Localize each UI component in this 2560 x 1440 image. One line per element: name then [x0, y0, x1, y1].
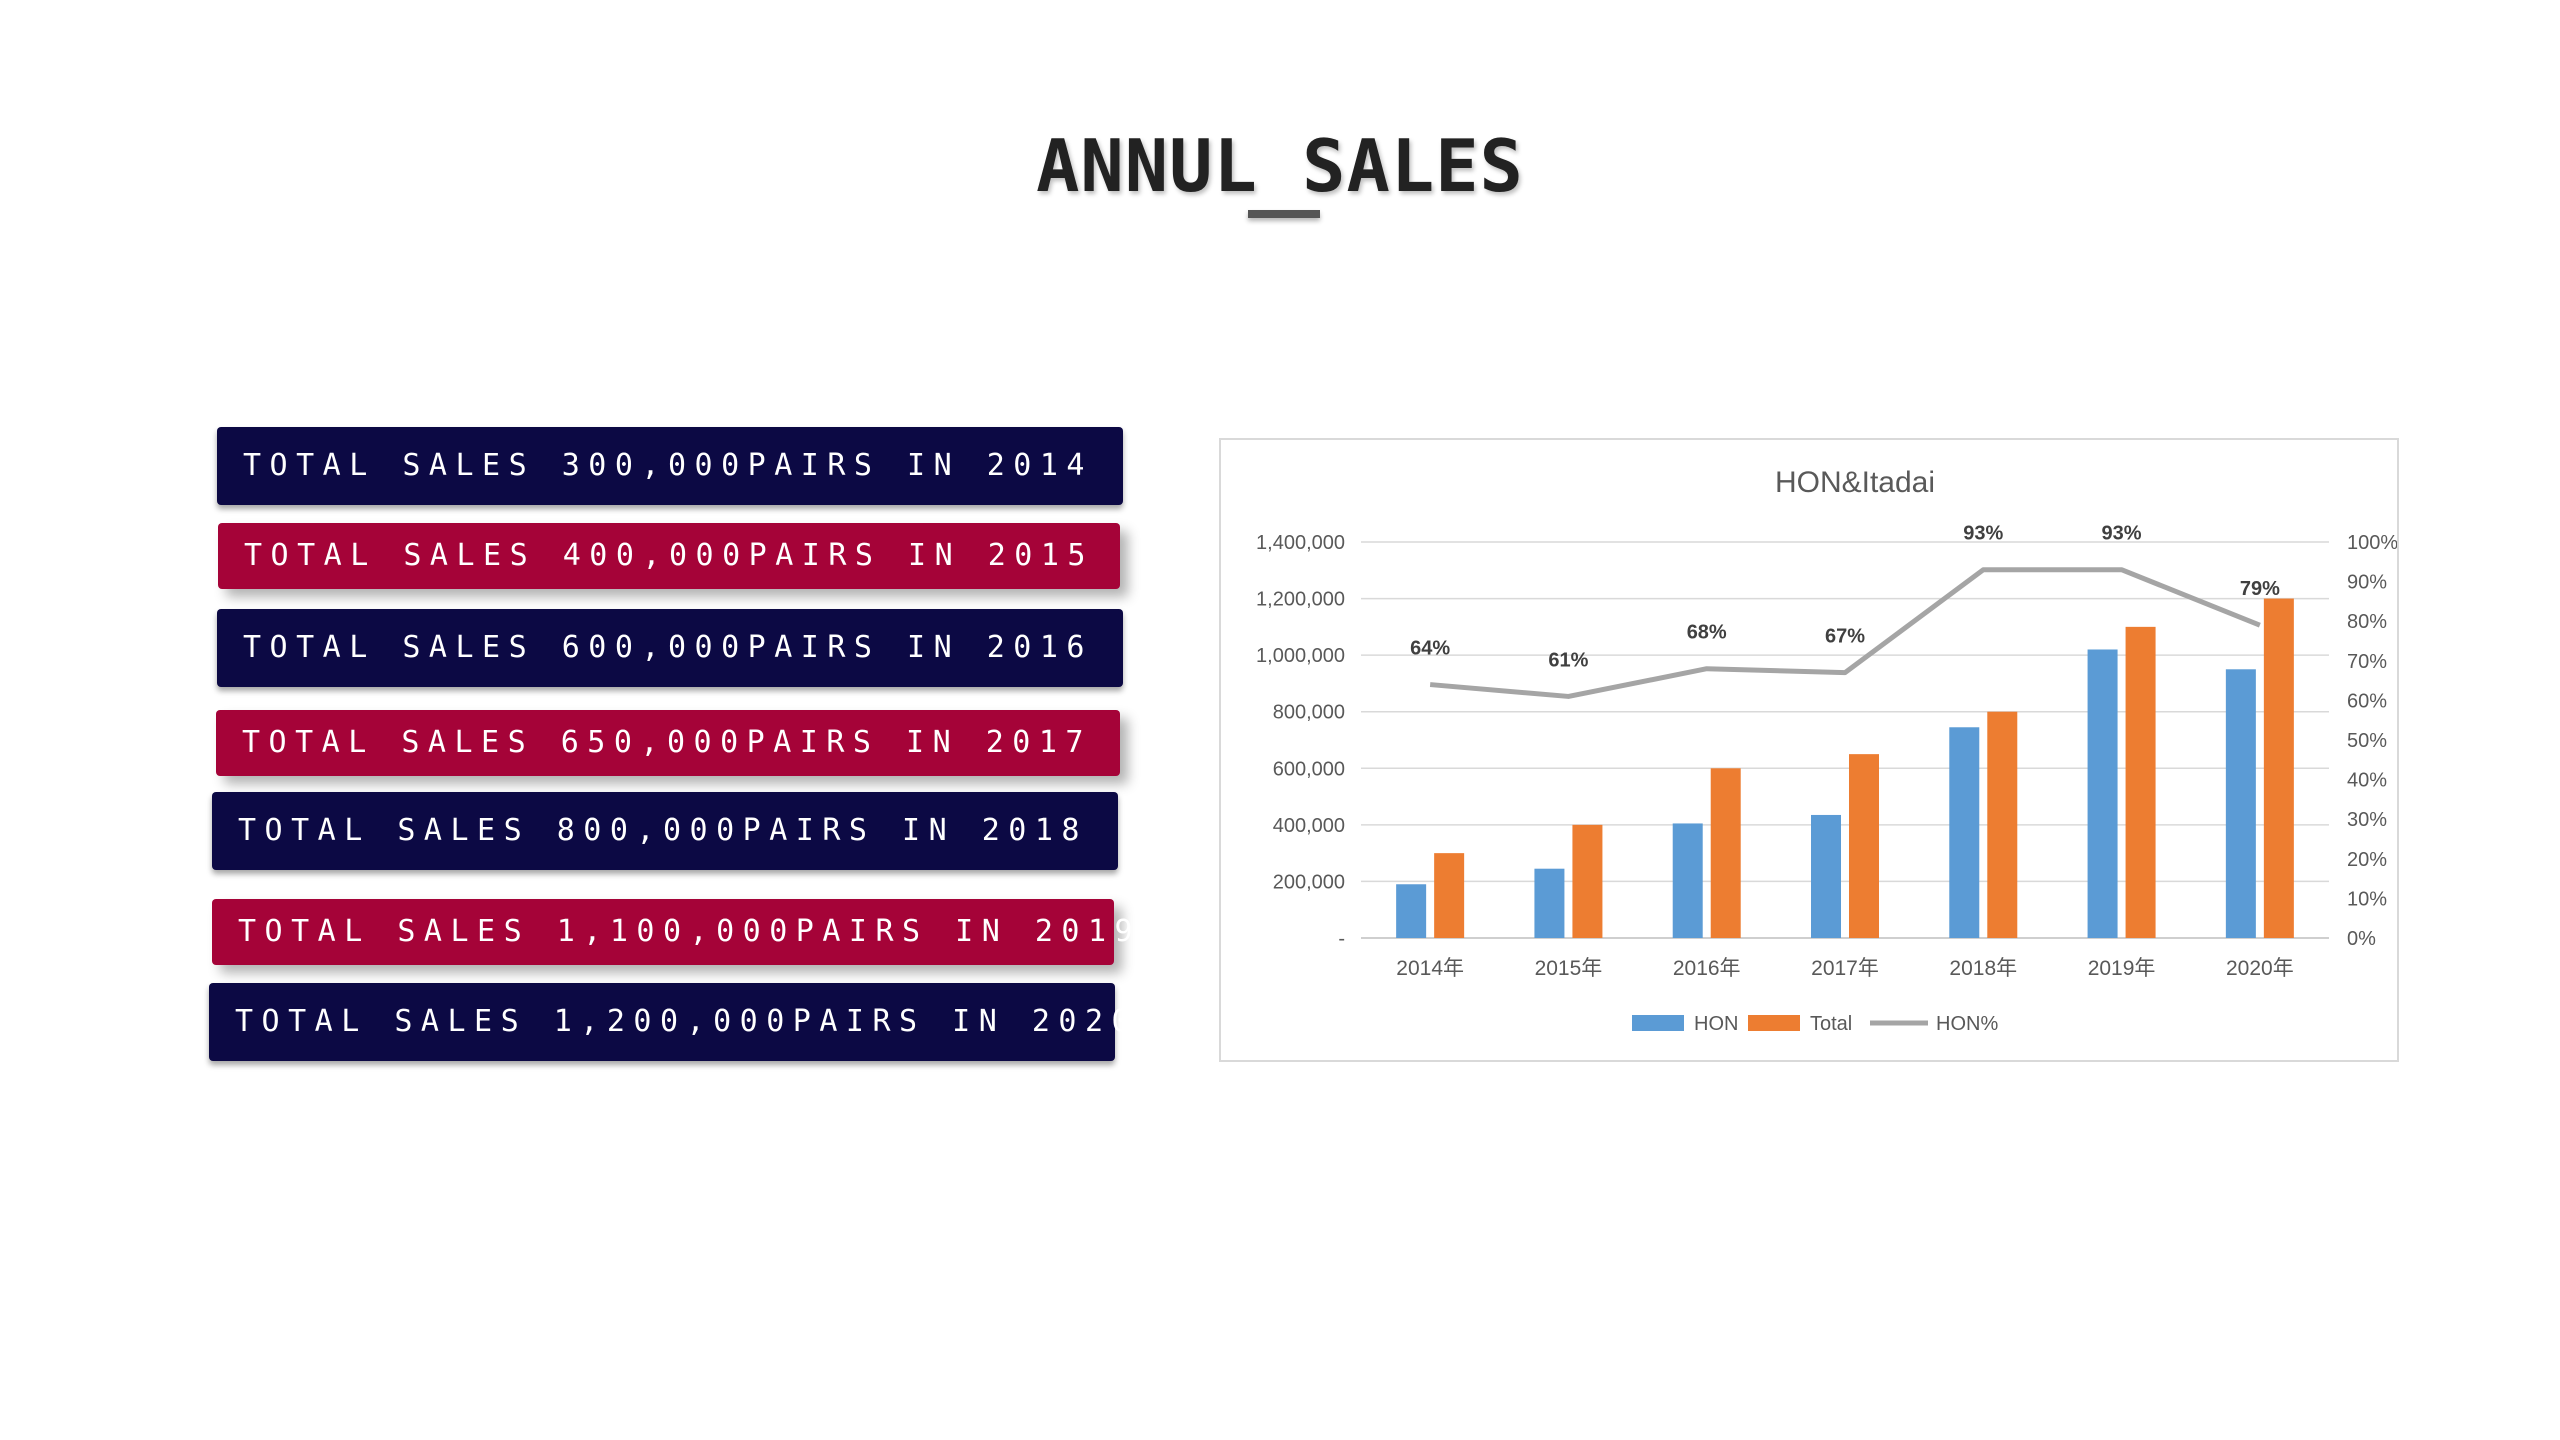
bar-hon-5 — [2087, 649, 2118, 938]
sales-label-0: TOTAL SALES 300,000PAIRS IN 2014 — [217, 427, 1123, 505]
sales-label-4: TOTAL SALES 800,000PAIRS IN 2018 — [212, 792, 1118, 870]
sales-label-3: TOTAL SALES 650,000PAIRS IN 2017 — [216, 710, 1120, 776]
bar-total-5 — [2125, 626, 2156, 938]
y-right-tick-9: 90% — [2347, 572, 2387, 594]
sales-label-2: TOTAL SALES 600,000PAIRS IN 2016 — [217, 609, 1123, 687]
y-right-tick-10: 100% — [2347, 532, 2397, 554]
y-right-tick-7: 70% — [2347, 651, 2387, 673]
y-right-tick-0: 0% — [2347, 928, 2376, 950]
y-right-tick-3: 30% — [2347, 809, 2387, 831]
page-title: ANNUL SALES — [1036, 124, 1524, 208]
legend-swatch-hon — [1632, 1015, 1684, 1031]
x-tick-5: 2019年 — [2088, 957, 2156, 980]
data-label-hon-pct-1: 61% — [1548, 649, 1588, 671]
bar-hon-6 — [2225, 669, 2256, 938]
data-label-hon-pct-5: 93% — [2102, 523, 2142, 545]
x-tick-2: 2016年 — [1673, 957, 1741, 980]
sales-label-1: TOTAL SALES 400,000PAIRS IN 2015 — [218, 523, 1120, 589]
y-left-tick-4: 800,000 — [1273, 702, 1345, 724]
y-left-tick-2: 400,000 — [1273, 815, 1345, 837]
bar-hon-3 — [1811, 814, 1841, 938]
chart-container: HON&Itadai - 200,000 400,000 600,000 800,000 1… — [1219, 438, 2399, 1062]
data-label-hon-pct-6: 79% — [2240, 578, 2280, 600]
bar-total-0 — [1434, 853, 1465, 938]
y-right-tick-6: 60% — [2347, 690, 2387, 712]
chart: HON&Itadai - 200,000 400,000 600,000 800,000 1… — [1256, 466, 2398, 1035]
x-tick-3: 2017年 — [1811, 957, 1879, 980]
y-left-tick-0: - — [1338, 928, 1345, 950]
sales-label-6: TOTAL SALES 1,200,000PAIRS IN 2020 — [209, 983, 1130, 1061]
chart-title: HON&Itadai — [1775, 466, 1935, 499]
data-label-hon-pct-0: 64% — [1410, 638, 1450, 660]
x-tick-4: 2018年 — [1949, 957, 2017, 980]
y-right-tick-2: 20% — [2347, 849, 2387, 871]
bar-hon-4 — [1949, 727, 1980, 938]
title-underline — [1248, 210, 1320, 218]
y-left-tick-6: 1,200,000 — [1256, 589, 1345, 611]
x-tick-0: 2014年 — [1396, 957, 1464, 980]
legend-label-0: HON — [1694, 1013, 1738, 1035]
y-left-tick-3: 600,000 — [1273, 758, 1345, 780]
legend-label-2: HON% — [1936, 1013, 1998, 1035]
x-tick-6: 2020年 — [2226, 957, 2294, 980]
bar-total-6 — [2263, 598, 2294, 938]
y-left-tick-7: 1,400,000 — [1256, 532, 1345, 554]
series-line-hon-pct — [1429, 567, 2261, 699]
y-right-tick-5: 50% — [2347, 730, 2387, 752]
sales-label-5: TOTAL SALES 1,100,000PAIRS IN 2019 — [212, 899, 1133, 965]
bar-total-2 — [1710, 768, 1741, 938]
y-left-tick-5: 1,000,000 — [1256, 645, 1345, 667]
bar-hon-2 — [1672, 823, 1703, 938]
legend-label-1: Total — [1810, 1013, 1852, 1035]
bar-total-3 — [1849, 754, 1879, 938]
data-label-hon-pct-2: 68% — [1687, 622, 1727, 644]
legend-swatch-total — [1748, 1015, 1800, 1031]
data-label-hon-pct-4: 93% — [1963, 523, 2003, 545]
y-right-tick-1: 10% — [2347, 888, 2387, 910]
x-tick-1: 2015年 — [1535, 957, 1603, 980]
y-right-tick-8: 80% — [2347, 611, 2387, 633]
data-label-hon-pct-3: 67% — [1825, 626, 1865, 648]
bar-hon-1 — [1534, 868, 1565, 938]
bar-hon-0 — [1396, 884, 1427, 938]
y-left-tick-1: 200,000 — [1273, 871, 1345, 893]
bar-total-4 — [1987, 711, 2018, 938]
bar-total-1 — [1572, 824, 1603, 938]
y-right-tick-4: 40% — [2347, 770, 2387, 792]
